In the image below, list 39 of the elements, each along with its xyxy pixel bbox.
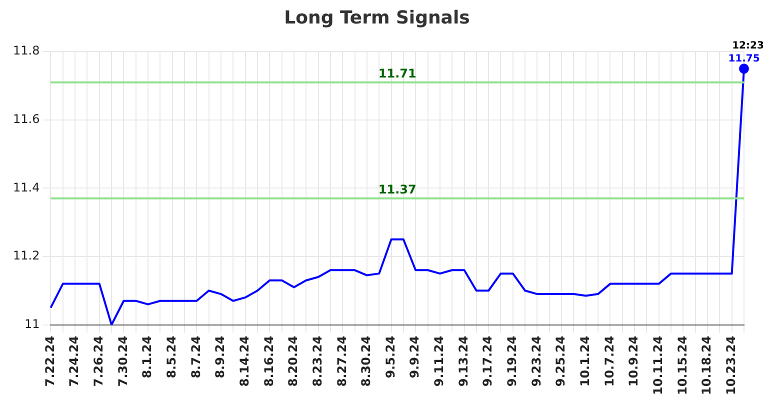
x-tick-label: 9.23.24 xyxy=(529,336,544,387)
x-tick-label: 9.9.24 xyxy=(408,336,422,378)
x-tick-label: 10.15.24 xyxy=(675,336,690,396)
x-tick-label: 8.16.24 xyxy=(262,336,276,387)
x-tick-label: 8.23.24 xyxy=(310,336,324,387)
x-tick-label: 8.27.24 xyxy=(334,336,349,387)
x-tick-label: 9.25.24 xyxy=(554,336,568,387)
x-tick-label: 8.14.24 xyxy=(237,336,252,387)
chart-title: Long Term Signals xyxy=(284,7,470,28)
x-tick-label: 8.1.24 xyxy=(140,336,154,378)
y-tick-label: 11.4 xyxy=(13,180,40,194)
x-tick-label: 10.11.24 xyxy=(650,336,665,396)
text: 12:23 xyxy=(732,40,764,52)
y-tick-label: 11 xyxy=(24,316,40,331)
x-tick-label: 7.24.24 xyxy=(67,336,82,387)
y-tick-label: 11.8 xyxy=(13,44,40,58)
x-tick-label: 9.11.24 xyxy=(432,336,446,387)
x-tick-label: 7.26.24 xyxy=(91,336,106,387)
x-tick-label: 10.18.24 xyxy=(700,336,714,396)
data-label: 11.75 xyxy=(728,53,760,64)
ref-line-label: 11.71 xyxy=(378,66,416,80)
x-tick-label: 8.20.24 xyxy=(286,336,300,387)
x-tick-label: 10.7.24 xyxy=(602,336,616,387)
x-tick-label: 8.30.24 xyxy=(359,336,374,387)
y-tick-label: 11.2 xyxy=(13,248,40,263)
x-tick-label: 10.1.24 xyxy=(578,336,592,387)
x-tick-label: 8.9.24 xyxy=(213,336,228,378)
x-tick-label: 8.5.24 xyxy=(164,336,178,378)
x-tick-label: 10.23.24 xyxy=(724,336,738,396)
x-tick-label: 7.22.24 xyxy=(42,336,57,387)
x-tick-label: 8.7.24 xyxy=(188,336,203,378)
x-tick-label: 9.5.24 xyxy=(383,336,398,378)
x-tick-label: 9.17.24 xyxy=(480,336,495,387)
x-tick-label: 7.30.24 xyxy=(116,336,130,387)
y-tick-label: 11.6 xyxy=(13,112,40,126)
ref-line-label: 11.37 xyxy=(378,182,416,197)
x-tick-label: 10.9.24 xyxy=(626,336,641,387)
x-tick-label: 9.19.24 xyxy=(505,336,520,387)
x-tick-label: 9.13.24 xyxy=(456,336,470,387)
